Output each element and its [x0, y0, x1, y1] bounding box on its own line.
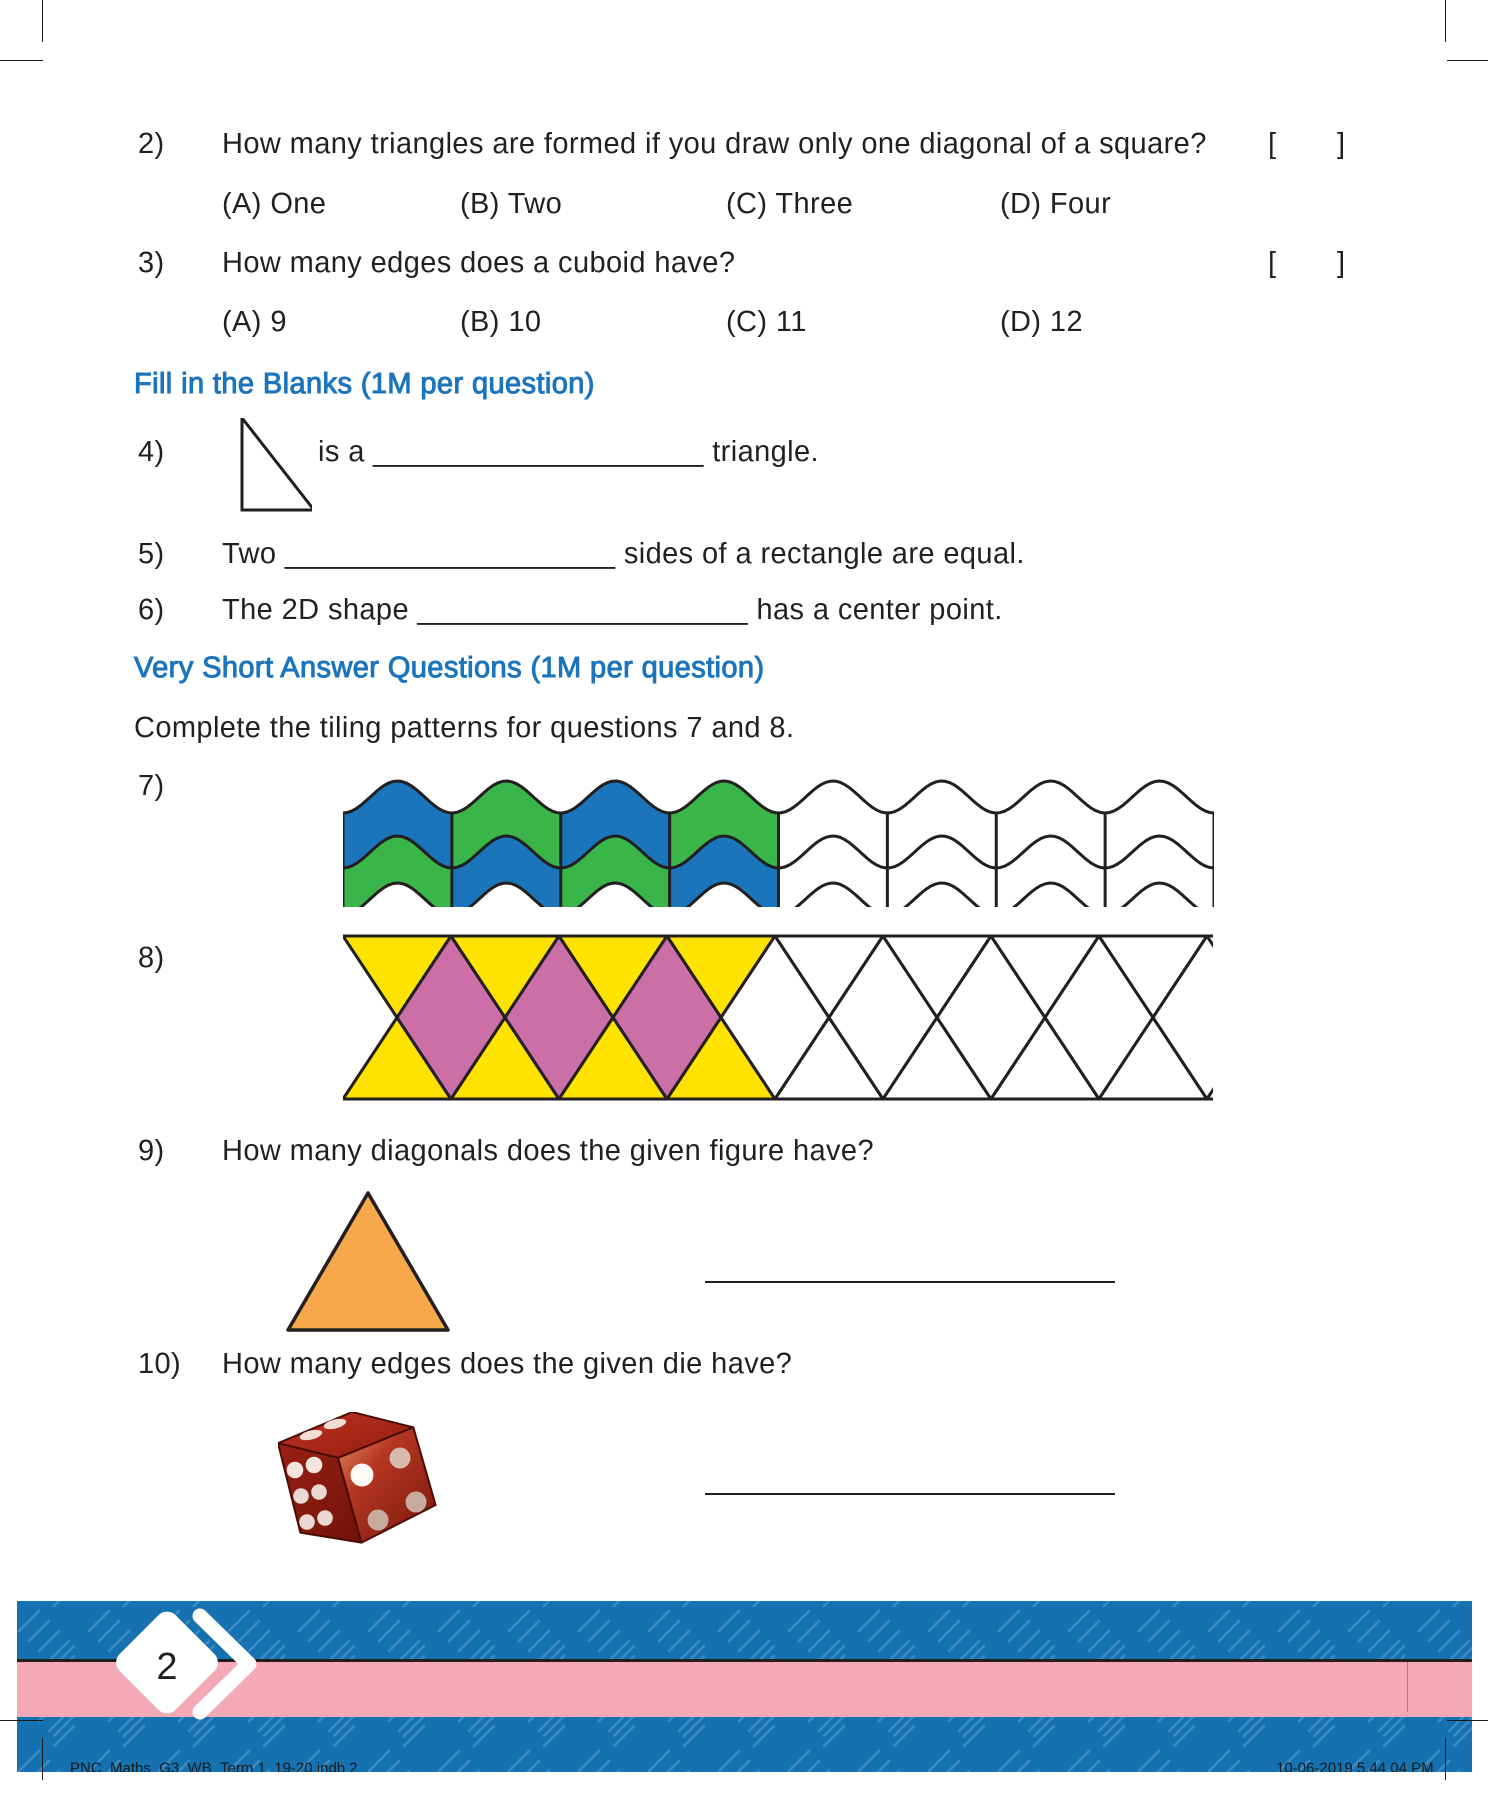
svg-text:2: 2: [156, 1646, 177, 1688]
